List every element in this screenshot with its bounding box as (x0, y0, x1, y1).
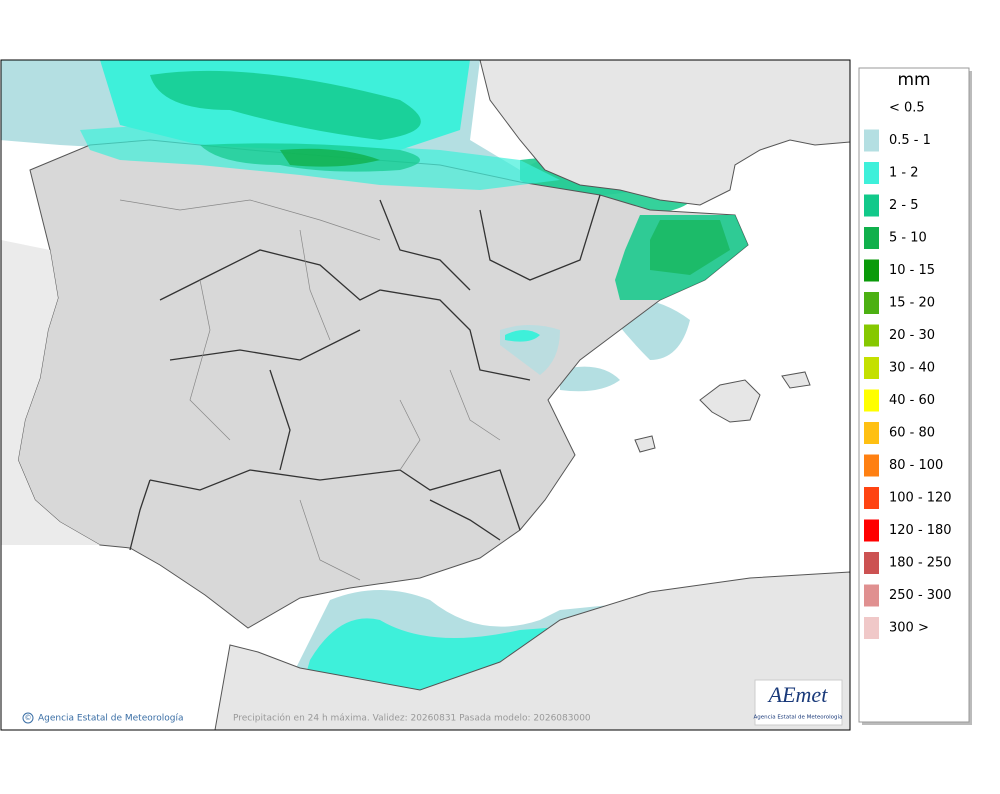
legend-label: 40 - 60 (889, 393, 935, 408)
copyright: © (25, 714, 32, 722)
legend-label: 20 - 30 (889, 328, 935, 343)
legend-swatch (864, 194, 879, 217)
legend-label: 30 - 40 (889, 361, 935, 376)
agency: Agencia Estatal de Meteorología (38, 714, 184, 724)
region-borders (129, 194, 601, 551)
legend: mm < 0.5 0.5 - 1 1 - 2 2 - 5 5 - 10 10 - 15 15… (858, 67, 972, 725)
caption: Precipitación en 24 h máxima. Validez: 2… (233, 713, 591, 724)
logo-box (754, 679, 843, 726)
copyright-circle (22, 712, 34, 724)
legend-swatch (864, 617, 879, 639)
legend-label: 60 - 80 (889, 426, 935, 441)
legend-label: 5 - 10 (889, 231, 927, 246)
legend-label: 1 - 2 (889, 166, 919, 181)
logo-text: Agencia Estatal de Meteorología (754, 714, 843, 721)
legend-label: 180 - 250 (889, 556, 952, 571)
legend-swatch (864, 389, 879, 412)
map-frame (0, 59, 851, 731)
legend-unit: mm (897, 70, 930, 90)
legend-label: 300 > (889, 621, 929, 636)
legend-label: 15 - 20 (889, 296, 935, 311)
legend-swatch (864, 324, 879, 347)
legend-swatch (864, 519, 879, 542)
legend-swatch (864, 454, 879, 477)
legend-label: 100 - 120 (889, 491, 952, 506)
logo-mark: AEmet (767, 682, 829, 707)
legend-label: 120 - 180 (889, 523, 952, 538)
legend-label: 0.5 - 1 (889, 133, 931, 148)
legend-swatch (864, 292, 879, 314)
logo: AEmet Agencia Estatal de Meteorología (754, 679, 843, 726)
legend-swatch (864, 487, 879, 509)
map (1, 60, 850, 730)
legend-label: 2 - 5 (889, 198, 919, 213)
precipitation-land (80, 125, 748, 375)
province-borders (119, 199, 501, 581)
legend-swatch (864, 162, 879, 184)
legend-swatch (864, 259, 879, 282)
legend-label: 80 - 100 (889, 458, 943, 473)
legend-swatch (864, 129, 879, 152)
legend-swatch (864, 552, 879, 574)
legend-swatch (864, 357, 879, 379)
land (1, 60, 850, 730)
legend-swatch (864, 422, 879, 444)
legend-label: < 0.5 (889, 101, 925, 116)
legend-label: 10 - 15 (889, 263, 935, 278)
legend-label: 250 - 300 (889, 588, 952, 603)
legend-swatch (864, 584, 879, 607)
legend-swatch (864, 227, 879, 249)
